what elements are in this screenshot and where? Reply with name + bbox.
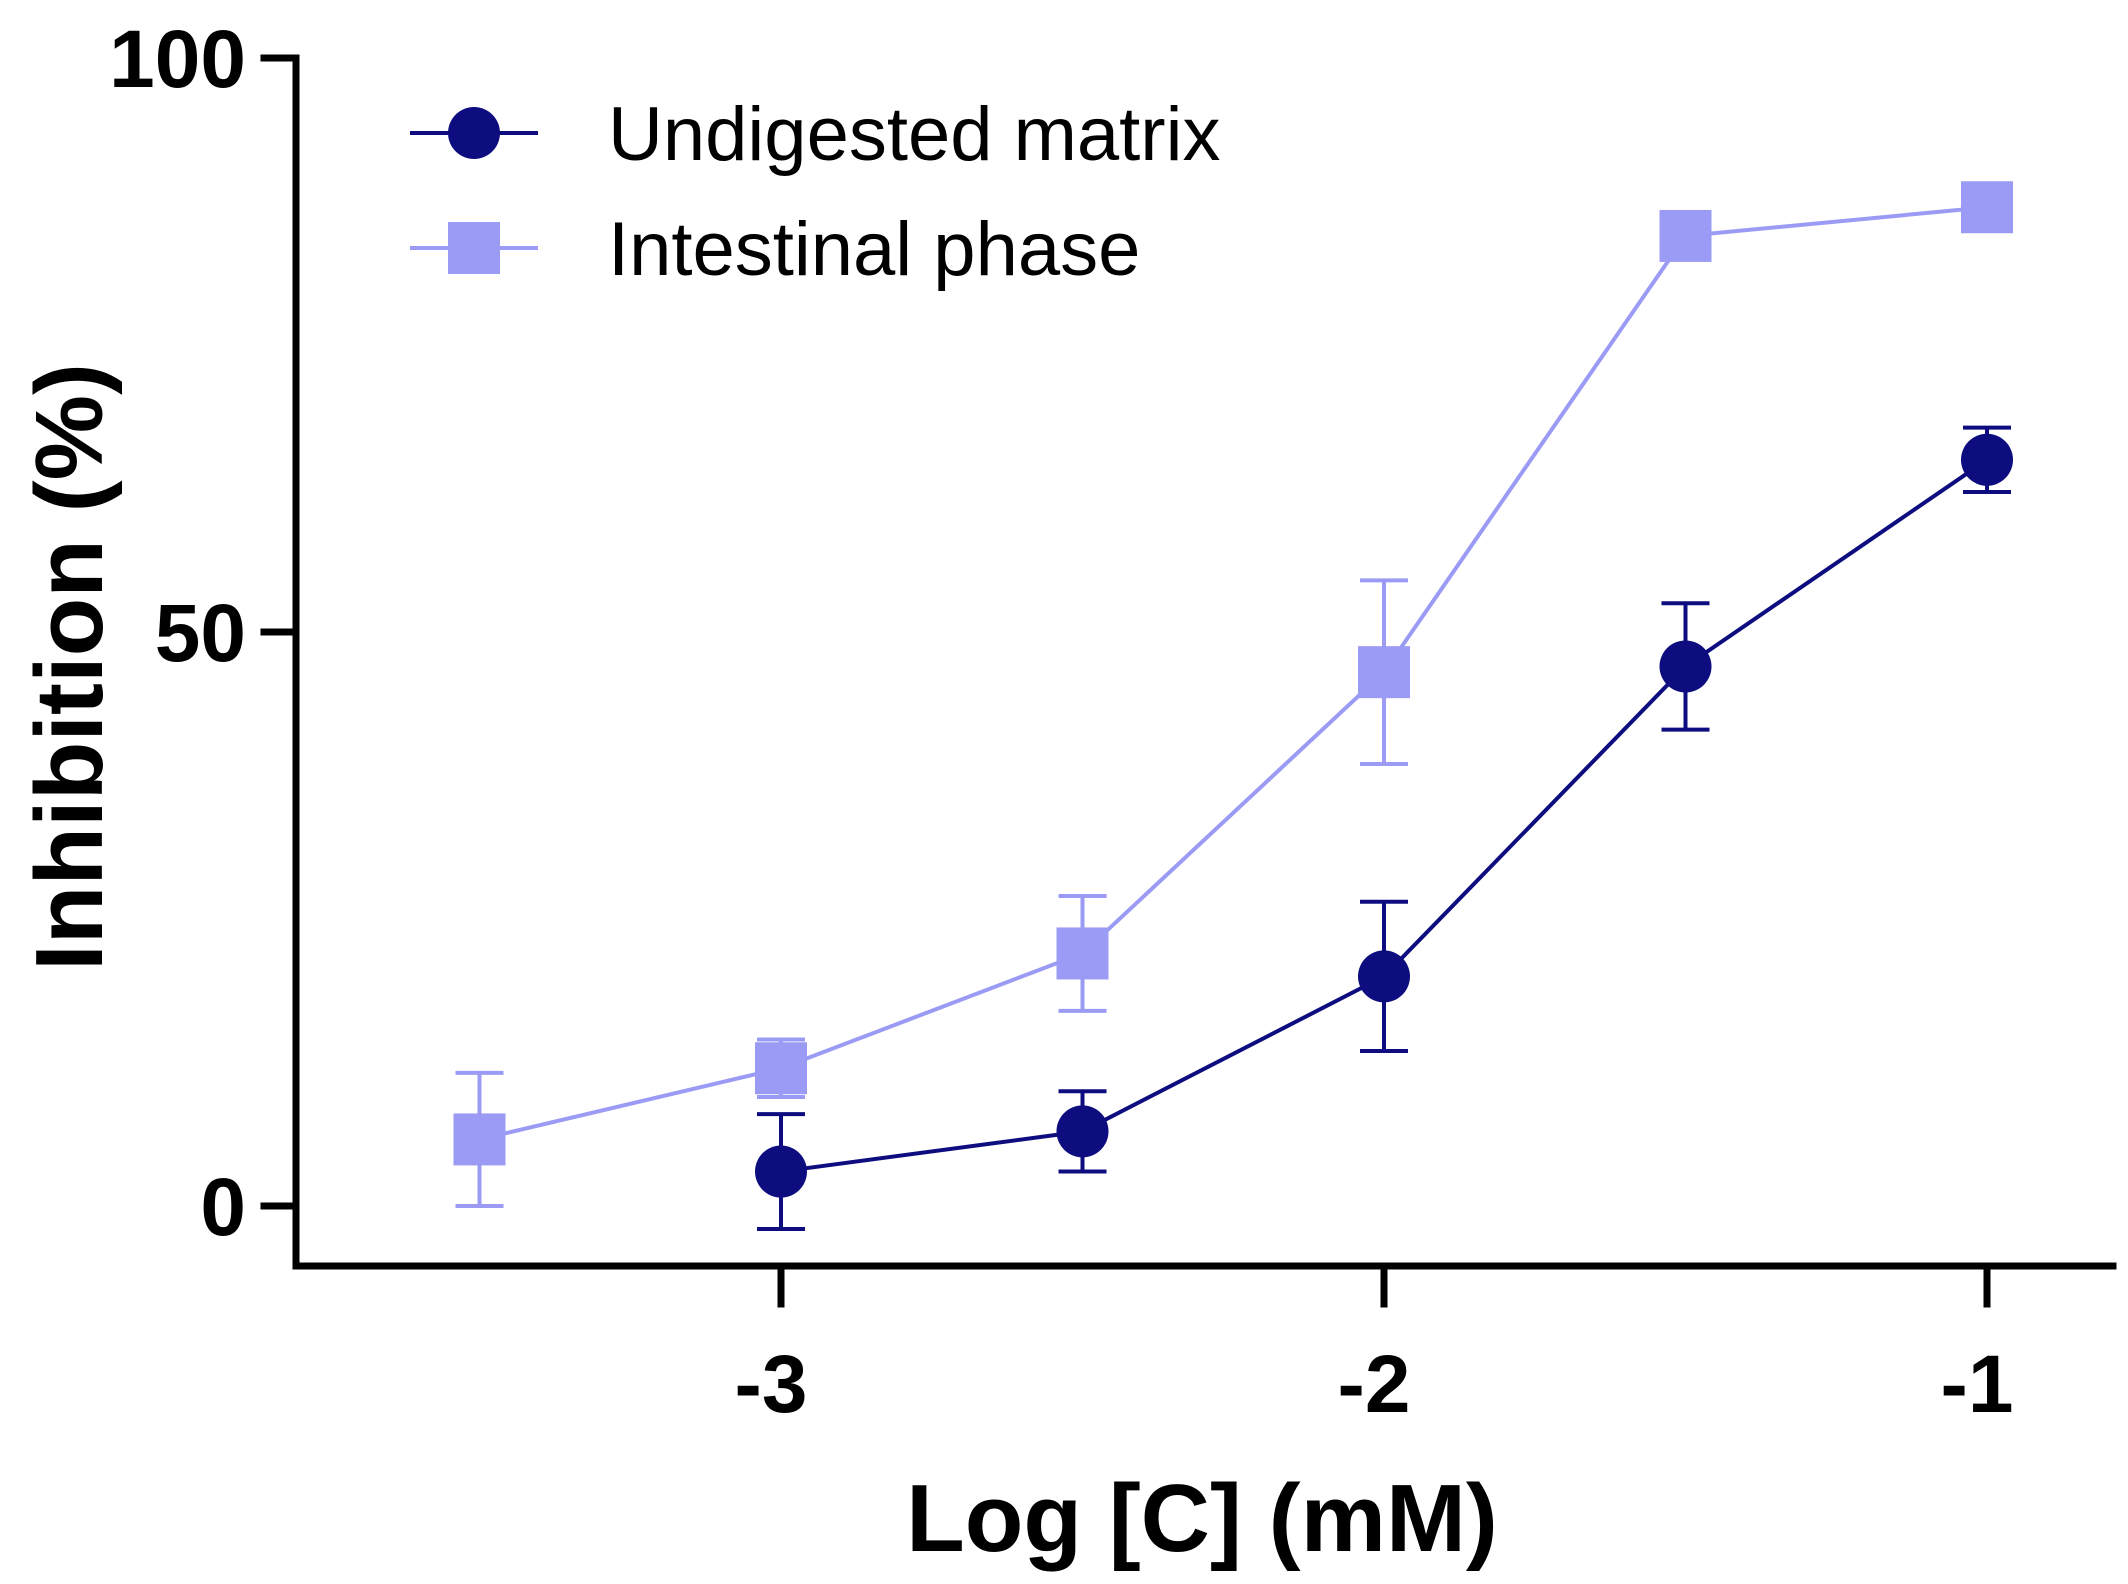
legend-label: Undigested matrix — [608, 92, 1221, 177]
legend-label: Intestinal phase — [608, 207, 1140, 292]
y-axis-title: Inhibition (%) — [16, 363, 123, 971]
data-point — [1056, 927, 1109, 980]
x-tick-label: -1 — [1941, 1339, 2014, 1430]
y-tick-label: 0 — [200, 1162, 246, 1253]
data-point — [453, 1113, 506, 1166]
data-point — [1659, 209, 1712, 262]
y-tick-label: 100 — [109, 14, 246, 105]
data-point — [1358, 950, 1410, 1003]
data-point — [1961, 181, 2013, 234]
y-tick-label: 50 — [155, 588, 246, 679]
data-point — [755, 1145, 807, 1198]
data-point — [1961, 433, 2013, 486]
legend-item: Intestinal phase — [410, 207, 1140, 292]
legend: Undigested matrix Intestinal phase — [410, 92, 1221, 292]
x-axis-title: Log [C] (mM) — [906, 1465, 1498, 1572]
data-point — [1659, 640, 1712, 693]
series-line — [780, 458, 1989, 1174]
x-axis-ticks: -3 -2 -1 — [735, 1262, 2014, 1430]
x-tick-label: -2 — [1338, 1339, 1411, 1430]
y-axis-ticks: 0 50 100 — [109, 14, 300, 1253]
data-point — [1358, 646, 1410, 699]
x-tick-label: -3 — [735, 1339, 808, 1430]
series-line — [479, 205, 1988, 1142]
legend-marker — [448, 222, 500, 274]
data-point — [1056, 1105, 1109, 1158]
legend-marker — [448, 107, 500, 159]
data-point — [755, 1042, 807, 1095]
plot-area — [453, 181, 2013, 1231]
series-undigested-matrix — [755, 425, 2013, 1231]
series-intestinal-phase — [453, 181, 2013, 1208]
legend-item: Undigested matrix — [410, 92, 1221, 177]
